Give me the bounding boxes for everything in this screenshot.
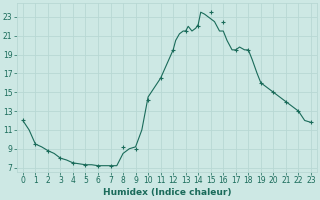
X-axis label: Humidex (Indice chaleur): Humidex (Indice chaleur) — [103, 188, 231, 197]
